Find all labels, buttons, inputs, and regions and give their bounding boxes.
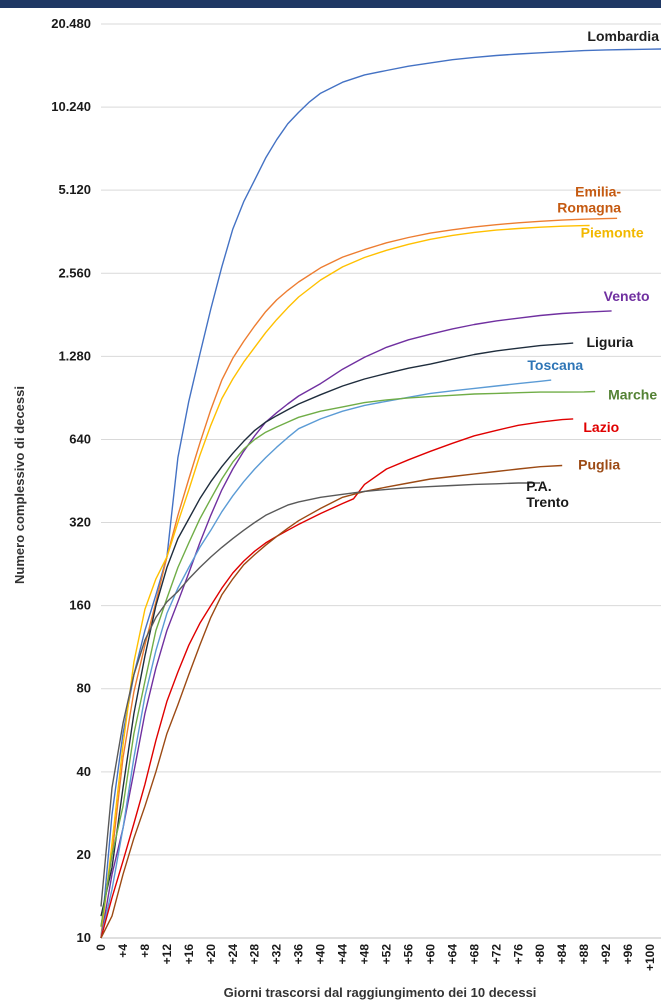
series-label-emilia-romagna: Emilia- [575,183,621,199]
y-tick-label: 10.240 [51,99,91,114]
series-label-veneto: Veneto [604,288,650,304]
series-label-toscana: Toscana [527,357,583,373]
x-tick-label: +8 [138,944,152,958]
series-label-p-a-trento: P.A. [526,478,551,494]
x-axis-ticks: 0 +4 +8 +12 +16 +20 +24 +28 +32 +36 +40 +44 +48 +52 +5… [94,944,657,971]
x-tick-label: +68 [467,944,481,965]
x-axis-title: Giorni trascorsi dal raggiungimento dei … [224,985,537,1000]
y-tick-label: 320 [69,515,91,530]
y-tick-label: 40 [77,764,91,779]
x-tick-label: 0 [94,944,108,951]
x-tick-label: +84 [555,944,569,965]
series-label-puglia: Puglia [578,457,620,473]
x-tick-label: +100 [643,944,657,971]
series-label-liguria: Liguria [586,334,633,350]
x-tick-label: +32 [270,944,284,965]
y-tick-label: 1.280 [58,348,91,363]
x-tick-label: +48 [358,944,372,965]
x-tick-label: +64 [445,944,459,965]
y-tick-label: 20 [77,847,91,862]
series-label-piemonte: Piemonte [581,224,644,240]
series-lines [100,48,661,939]
x-tick-label: +28 [248,944,262,965]
series-line-veneto [100,310,612,939]
x-tick-label: +76 [511,944,525,965]
y-tick-label: 2.560 [58,265,91,280]
series-line-liguria [100,342,574,917]
x-tick-label: +72 [489,944,503,965]
y-tick-label: 80 [77,681,91,696]
y-tick-label: 640 [69,431,91,446]
y-tick-label: 10 [77,930,91,945]
series-label-marche: Marche [608,386,657,402]
x-tick-label: +20 [204,944,218,965]
x-tick-label: +40 [314,944,328,965]
y-tick-label: 5.120 [58,182,91,197]
series-label-lombardia: Lombardia [587,28,659,44]
y-tick-label: 20.480 [51,16,91,31]
series-line-marche [100,390,596,927]
series-line-piemonte [100,224,590,939]
x-tick-label: +36 [292,944,306,965]
x-tick-label: +16 [182,944,196,965]
y-axis-title: Numero complessivo di decessi [12,386,27,584]
series-line-lazio [100,418,574,939]
x-tick-label: +92 [599,944,613,965]
x-tick-label: +56 [401,944,415,965]
series-label-emilia-romagna: Romagna [557,199,621,215]
y-axis-ticks: 10 20 40 80 160 320 640 1.280 2.560 5.120 10.240 20… [51,16,91,945]
top-accent-bar [0,0,661,8]
series-label-lazio: Lazio [583,419,619,435]
series-line-puglia [100,464,563,939]
x-tick-label: +12 [160,944,174,965]
series-line-emilia-romagna [100,217,618,927]
series-line-toscana [100,379,552,939]
x-tick-label: +96 [621,944,635,965]
x-tick-label: +24 [226,944,240,965]
x-tick-label: +80 [533,944,547,965]
x-tick-label: +88 [577,944,591,965]
x-tick-label: +52 [379,944,393,965]
x-tick-label: +4 [116,944,130,958]
x-tick-label: +44 [336,944,350,965]
x-tick-label: +60 [423,944,437,965]
series-label-p-a-trento: Trento [526,494,569,510]
gridlines [101,23,661,939]
series-labels: Lombardia Emilia-Romagna Piemonte Veneto Lig… [526,28,659,510]
series-line-p-a-trento [100,482,541,907]
y-tick-label: 160 [69,598,91,613]
